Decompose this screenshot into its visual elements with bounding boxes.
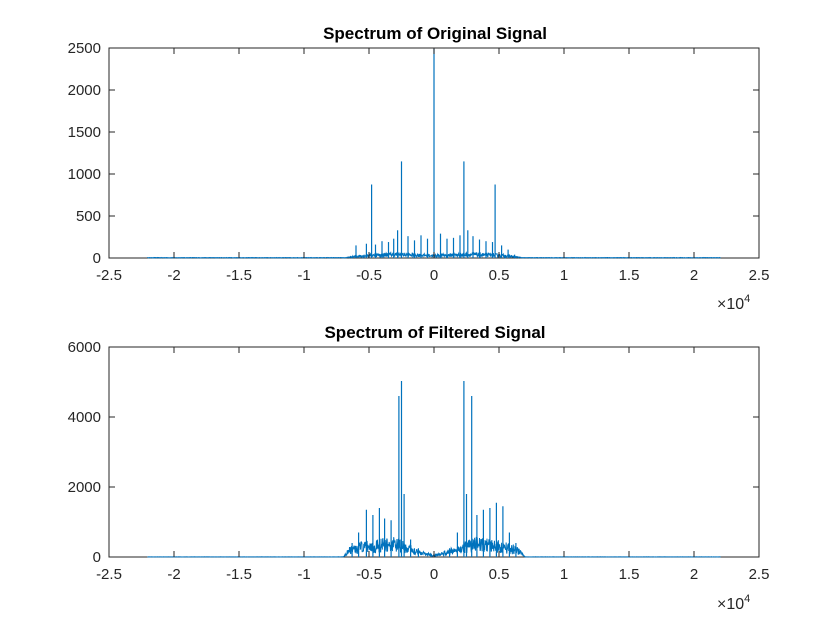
x-tick-label: 1 xyxy=(560,267,568,284)
y-axis: 0 2000 4000 6000 xyxy=(68,339,759,566)
x-tick-label: -1.5 xyxy=(226,566,252,583)
y-tick-label: 6000 xyxy=(68,339,101,356)
x-tick-label: -2.5 xyxy=(96,566,122,583)
y-axis: 0 500 1000 1500 2000 2500 xyxy=(68,40,759,267)
y-tick-label: 0 xyxy=(93,549,101,566)
x-tick-label: 0.5 xyxy=(489,267,510,284)
x-tick-label: -1.5 xyxy=(226,267,252,284)
y-tick-label: 500 xyxy=(76,208,101,225)
y-tick-label: 2000 xyxy=(68,82,101,99)
series-spectrum xyxy=(147,48,721,259)
x-tick-label: 0 xyxy=(430,267,438,284)
y-tick-label: 1500 xyxy=(68,124,101,141)
y-tick-label: 4000 xyxy=(68,409,101,426)
x-axis: -2.5 -2 -1.5 -1 -0.5 0 0.5 1 1.5 2 2.5 xyxy=(96,48,769,284)
plot-filtered-spectrum: Spectrum of Filtered Signal -2.5 -2 -1.5 -1… xyxy=(68,323,770,613)
x-tick-label: 0.5 xyxy=(489,566,510,583)
x-tick-label: -1 xyxy=(297,566,310,583)
x-multiplier-label: ×104 xyxy=(717,593,750,613)
y-tick-label: 0 xyxy=(93,250,101,267)
series-spectrum xyxy=(147,380,721,558)
x-tick-label: 2.5 xyxy=(749,566,770,583)
y-tick-label: 2000 xyxy=(68,479,101,496)
x-axis: -2.5 -2 -1.5 -1 -0.5 0 0.5 1 1.5 2 2.5 xyxy=(96,347,769,583)
x-tick-label: 1.5 xyxy=(619,267,640,284)
y-tick-label: 2500 xyxy=(68,40,101,57)
x-tick-label: 0 xyxy=(430,566,438,583)
x-tick-label: -2 xyxy=(167,267,180,284)
x-tick-label: -2.5 xyxy=(96,267,122,284)
x-tick-label: -0.5 xyxy=(356,267,382,284)
x-tick-label: -1 xyxy=(297,267,310,284)
x-tick-label: -2 xyxy=(167,566,180,583)
plot-title: Spectrum of Original Signal xyxy=(323,24,547,43)
plot-title: Spectrum of Filtered Signal xyxy=(324,323,545,342)
x-tick-label: 1.5 xyxy=(619,566,640,583)
x-tick-label: 2.5 xyxy=(749,267,770,284)
y-tick-label: 1000 xyxy=(68,166,101,183)
x-multiplier-label: ×104 xyxy=(717,293,750,313)
axes-box xyxy=(108,346,760,558)
plot-original-spectrum: Spectrum of Original Signal -2.5 -2 -1.5 -1… xyxy=(68,24,770,313)
svg-text:×104: ×104 xyxy=(717,293,750,313)
svg-text:×104: ×104 xyxy=(717,593,750,613)
x-tick-label: -0.5 xyxy=(356,566,382,583)
x-tick-label: 2 xyxy=(690,566,698,583)
x-tick-label: 1 xyxy=(560,566,568,583)
x-tick-label: 2 xyxy=(690,267,698,284)
